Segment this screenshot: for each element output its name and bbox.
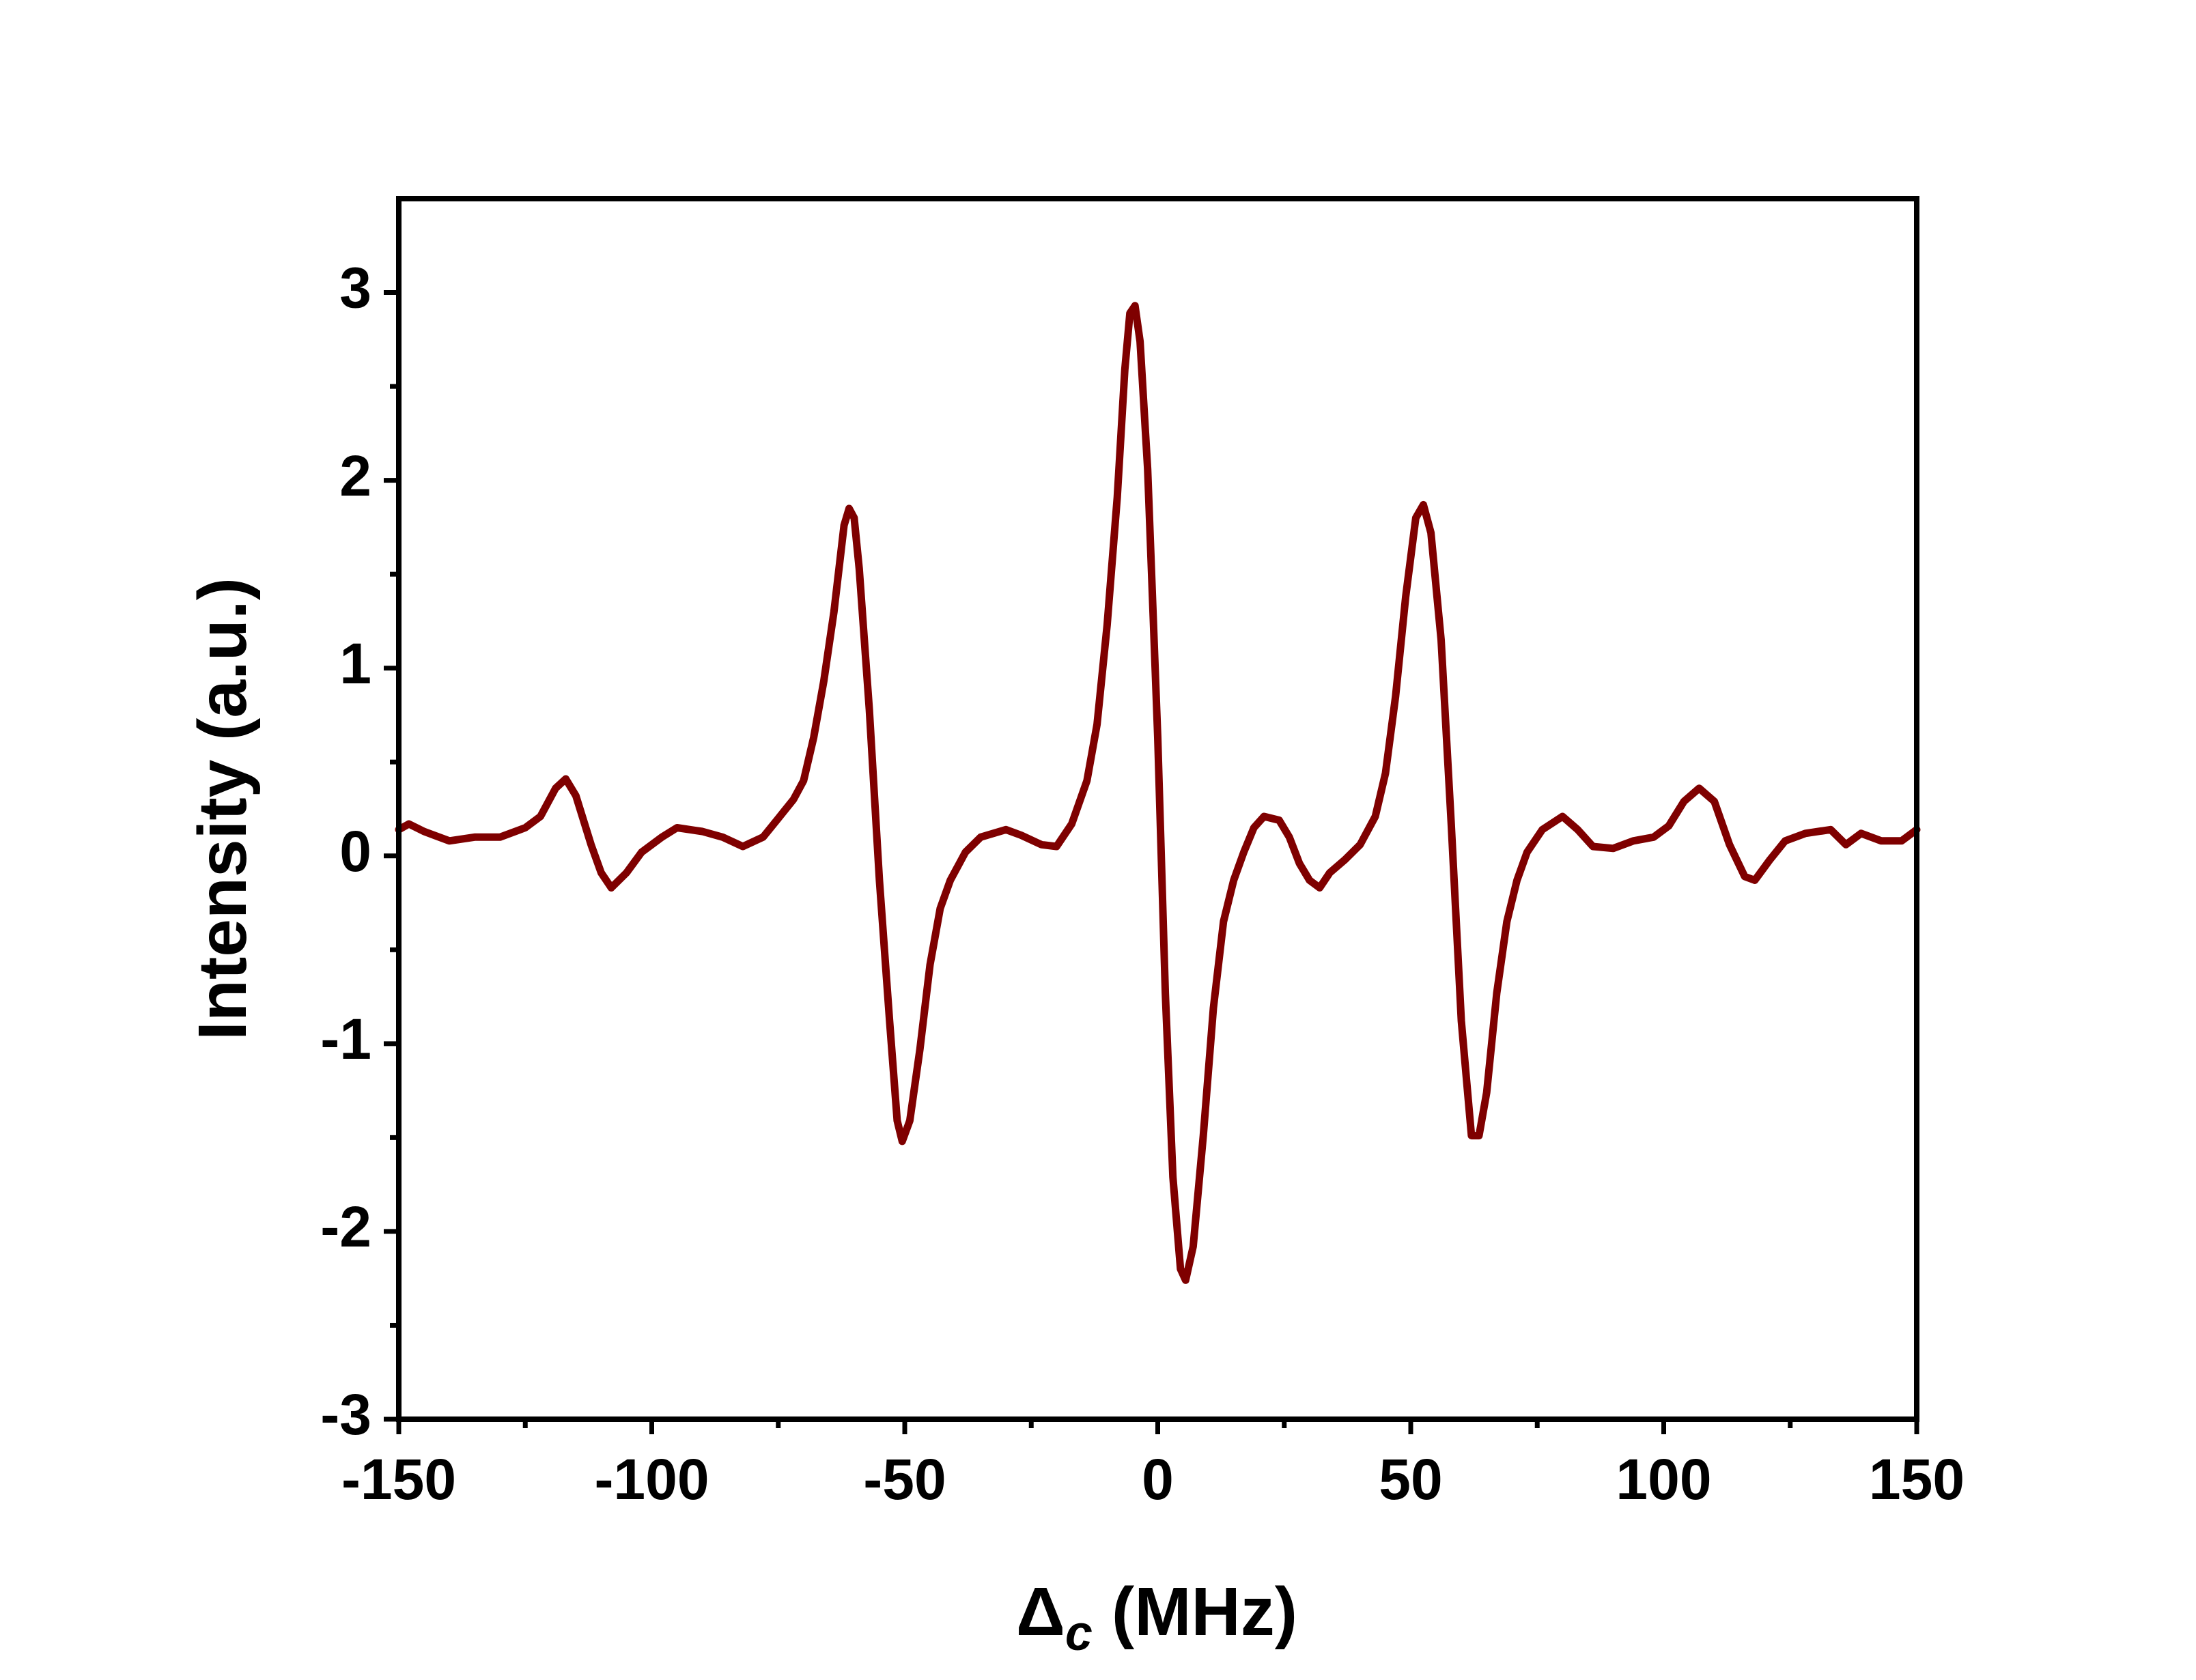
x-tick-label: -150 — [341, 1447, 456, 1511]
x-tick-label: 50 — [1379, 1447, 1442, 1511]
x-tick-label: -100 — [594, 1447, 709, 1511]
x-tick-label: 100 — [1616, 1447, 1711, 1511]
x-axis-label: Δc (MHz) — [1016, 1574, 1297, 1661]
y-axis-label: Intensity (a.u.) — [184, 578, 261, 1040]
x-label-symbol: Δ — [1016, 1574, 1065, 1650]
y-tick-label: -3 — [320, 1382, 371, 1447]
y-tick-label: 2 — [339, 444, 371, 508]
y-tick-label: 1 — [339, 631, 371, 696]
data-line — [395, 302, 1921, 1284]
x-tick-label: 150 — [1869, 1447, 1965, 1511]
y-tick-label: 3 — [339, 256, 371, 320]
x-tick-label: -50 — [863, 1447, 946, 1511]
y-tick-label: -1 — [320, 1007, 371, 1071]
x-label-unit: (MHz) — [1112, 1574, 1297, 1650]
x-label-subscript: c — [1065, 1606, 1093, 1661]
plot-frame — [396, 196, 1919, 1422]
y-tick-label: 0 — [339, 819, 371, 883]
x-tick-label: 0 — [1142, 1447, 1174, 1511]
y-tick-label: -2 — [320, 1195, 371, 1259]
